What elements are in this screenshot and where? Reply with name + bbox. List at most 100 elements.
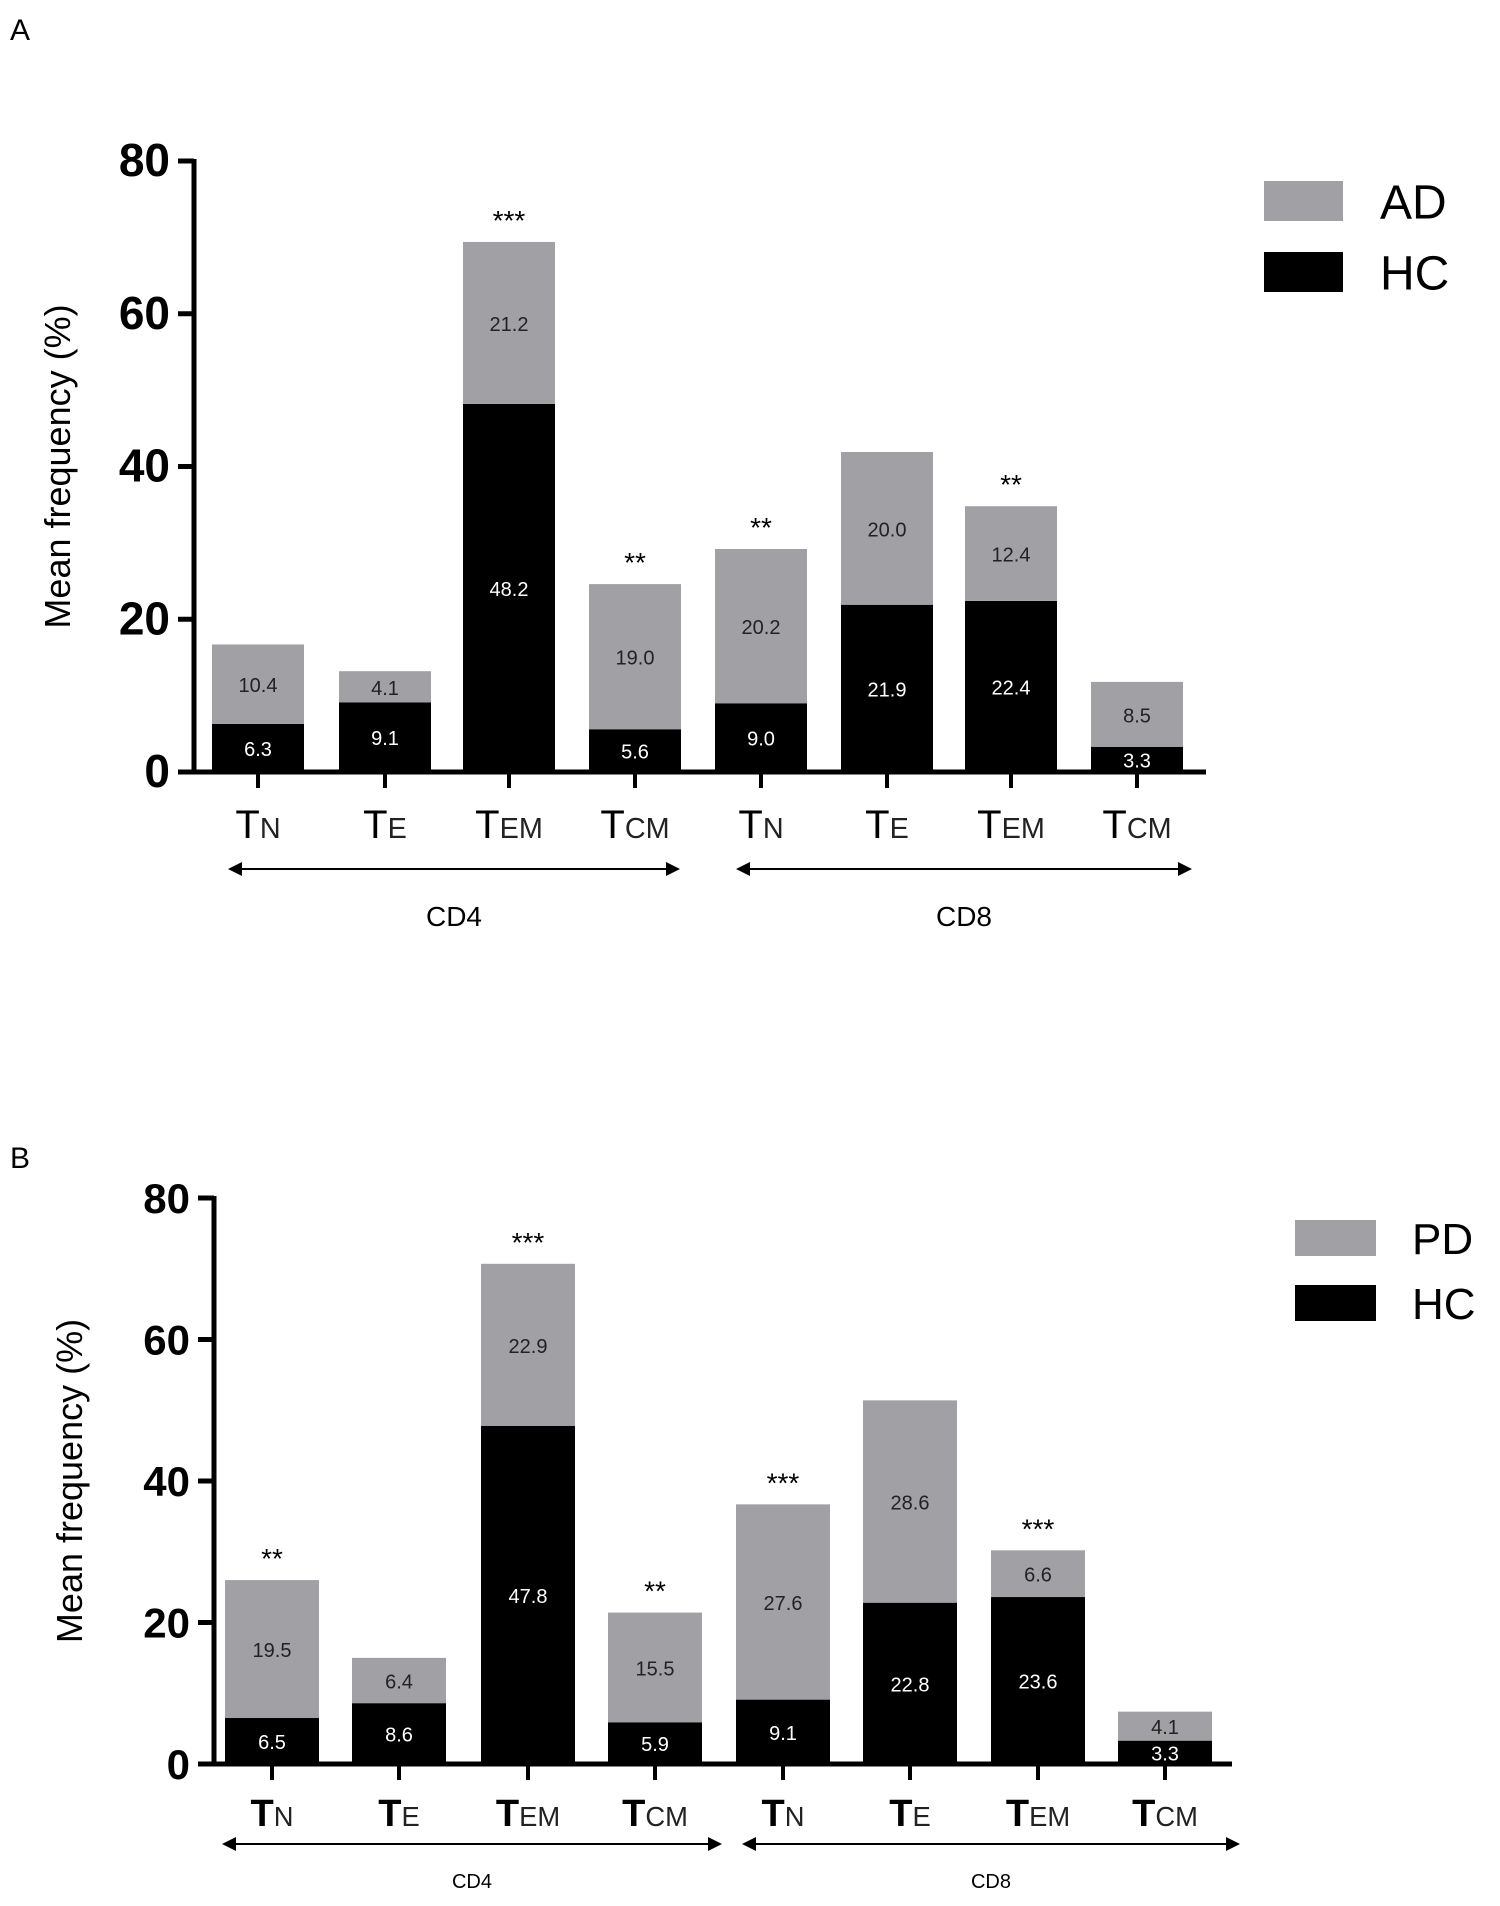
bar-hc [1118, 1740, 1212, 1764]
x-tick-label-sub: E [401, 1801, 419, 1832]
data-label: 20.2 [742, 617, 781, 639]
bar-pd [736, 1504, 830, 1700]
x-tick-label-main: T [496, 1793, 519, 1835]
bar-hc [1091, 746, 1183, 772]
arrowhead-left-icon [228, 862, 242, 876]
bar-hc [589, 729, 681, 772]
x-tick-label: TCM [600, 803, 669, 847]
x-tick-label-sub: N [274, 1801, 294, 1832]
data-label: 9.1 [769, 1723, 797, 1745]
significance-marker: ** [644, 1576, 666, 1607]
x-tick-label-sub: N [763, 813, 784, 845]
x-tick-label: TN [251, 1793, 294, 1835]
legend-swatch [1264, 252, 1343, 292]
data-label: 3.3 [1151, 1743, 1179, 1765]
significance-marker: ** [1000, 469, 1022, 500]
y-axis-label: Mean frequency (%) [49, 1319, 90, 1643]
x-tick-label-main: T [475, 803, 499, 847]
y-tick-label: 60 [119, 287, 170, 339]
data-label: 6.3 [244, 739, 272, 761]
data-label: 5.9 [641, 1734, 669, 1756]
data-label: 27.6 [764, 1593, 803, 1615]
group-label: CD4 [452, 1871, 492, 1893]
y-tick-label: 80 [143, 1175, 190, 1222]
arrowhead-right-icon [1178, 862, 1192, 876]
bar-ad [589, 584, 681, 730]
x-tick-label-main: T [1102, 803, 1126, 847]
x-tick-label: TE [378, 1793, 419, 1835]
group-label: CD8 [971, 1871, 1011, 1893]
x-tick-label: TN [738, 803, 783, 847]
bar-pd [991, 1550, 1085, 1598]
bar-hc [352, 1703, 446, 1764]
x-tick-label-sub: EM [1029, 1801, 1070, 1832]
arrowhead-right-icon [708, 1837, 722, 1851]
bar-pd [863, 1400, 957, 1603]
bar-hc [225, 1718, 319, 1764]
data-label: 6.5 [258, 1732, 286, 1754]
legend-label: AD [1380, 176, 1447, 229]
significance-marker: ** [624, 547, 646, 578]
panel-label: B [10, 1142, 30, 1175]
significance-marker: *** [1022, 1513, 1055, 1544]
y-tick-label: 40 [119, 440, 170, 492]
x-tick-label-main: T [363, 803, 387, 847]
bar-ad [715, 548, 807, 704]
x-tick-label: TCM [1132, 1793, 1198, 1835]
x-tick-label-sub: EM [1002, 813, 1045, 845]
bar-hc [736, 1699, 830, 1764]
legend-swatch [1264, 181, 1343, 221]
bar-hc [965, 600, 1057, 772]
bar-ad [463, 241, 555, 404]
x-tick-label: TCM [1102, 803, 1171, 847]
x-tick-label-sub: E [388, 813, 407, 845]
y-tick-label: 80 [119, 134, 170, 186]
legend-label: PD [1412, 1215, 1473, 1264]
arrowhead-left-icon [736, 862, 750, 876]
data-label: 9.0 [747, 729, 775, 751]
bar-pd [352, 1657, 446, 1704]
bar-pd [1118, 1711, 1212, 1741]
y-tick-label: 60 [143, 1317, 190, 1364]
bar-ad [965, 506, 1057, 601]
x-tick-label-main: T [251, 1793, 274, 1835]
data-label: 8.6 [385, 1725, 413, 1747]
arrowhead-right-icon [1226, 1837, 1240, 1851]
data-label: 6.6 [1024, 1565, 1052, 1587]
x-tick-label-sub: CM [1155, 1801, 1198, 1832]
data-label: 15.5 [636, 1658, 675, 1680]
bar-hc [841, 604, 933, 772]
data-label: 28.6 [891, 1493, 930, 1515]
data-label: 19.5 [253, 1640, 292, 1662]
arrowhead-left-icon [742, 1837, 756, 1851]
y-axis-label: Mean frequency (%) [37, 304, 78, 628]
x-tick-label-sub: CM [625, 813, 670, 845]
data-label: 21.9 [868, 679, 907, 701]
bar-hc [339, 702, 431, 772]
data-label: 10.4 [239, 675, 278, 697]
data-label: 23.6 [1019, 1672, 1058, 1694]
arrowhead-left-icon [222, 1837, 236, 1851]
x-tick-label-main: T [622, 1793, 645, 1835]
bar-ad [339, 671, 431, 703]
x-tick-label: TEM [1006, 1793, 1070, 1835]
x-tick-label-main: T [977, 803, 1001, 847]
data-label: 48.2 [490, 579, 529, 601]
y-tick-label: 20 [143, 1600, 190, 1647]
x-tick-label-sub: E [890, 813, 909, 845]
bar-hc [608, 1722, 702, 1764]
data-label: 21.2 [490, 314, 529, 336]
data-label: 3.3 [1123, 750, 1151, 772]
data-label: 12.4 [992, 545, 1031, 567]
bar-hc [212, 723, 304, 772]
x-tick-label: TEM [496, 1793, 560, 1835]
y-tick-label: 0 [144, 745, 170, 797]
significance-marker: *** [493, 205, 526, 236]
significance-marker: ** [750, 512, 772, 543]
y-tick-label: 20 [119, 592, 170, 644]
bar-hc [863, 1602, 957, 1764]
x-tick-label: TN [235, 803, 280, 847]
data-label: 19.0 [616, 648, 655, 670]
